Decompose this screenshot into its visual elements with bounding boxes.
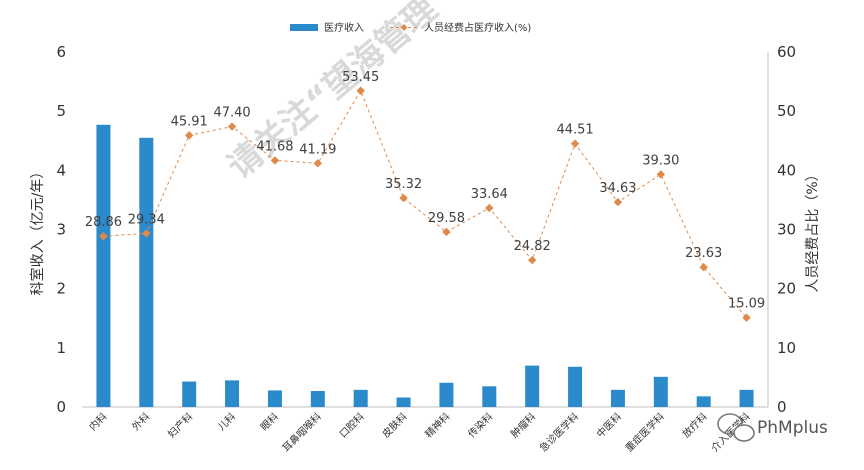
bar — [653, 376, 668, 407]
data-label: 29.34 — [128, 212, 165, 227]
data-label: 41.19 — [299, 142, 336, 157]
bar — [182, 381, 197, 407]
line-point — [184, 131, 194, 140]
x-tick-label: 肿瘤科 — [508, 410, 538, 440]
data-label: 34.63 — [599, 181, 636, 196]
bar — [610, 389, 625, 407]
y-tick-label: 4 — [56, 161, 66, 179]
x-tick-label: 中医科 — [594, 410, 624, 440]
data-label: 44.51 — [556, 123, 593, 138]
x-tick-label: 急诊医学科 — [537, 410, 582, 455]
y-tick-label: 1 — [56, 339, 66, 357]
data-label: 15.09 — [728, 297, 765, 312]
y-tick-label: 2 — [56, 280, 66, 298]
bar — [139, 137, 154, 407]
line-point — [227, 122, 237, 131]
x-tick-label: 耳鼻咽喉科 — [279, 410, 324, 455]
data-label: 24.82 — [514, 239, 551, 254]
data-label: 47.40 — [213, 106, 250, 121]
line-point — [485, 203, 494, 213]
x-tick-label: 外科 — [129, 410, 152, 433]
data-label: 41.68 — [256, 139, 293, 154]
line-point — [527, 255, 537, 265]
line-point — [656, 170, 666, 179]
line-point — [313, 159, 323, 168]
x-tick-label: 皮肤科 — [379, 410, 409, 440]
line-point — [399, 193, 408, 203]
data-label: 45.91 — [171, 114, 208, 129]
brand-name: PhMplus — [757, 418, 828, 438]
y2-tick-label: 30 — [777, 221, 796, 239]
line-point — [570, 139, 580, 148]
x-tick-label: 内科 — [86, 410, 109, 433]
bar — [439, 382, 454, 407]
x-tick-label: 眼科 — [258, 410, 281, 433]
wechat-icon — [717, 413, 755, 442]
data-label: 28.86 — [85, 215, 122, 230]
legend-line-label: 人员经费占医疗收入(%) — [424, 21, 531, 34]
x-tick-label: 精神科 — [422, 410, 452, 440]
bar — [696, 396, 711, 407]
line-point — [699, 262, 708, 272]
data-label: 39.30 — [642, 153, 679, 168]
line-point — [99, 232, 108, 241]
bar — [396, 397, 411, 407]
y-tick-label: 5 — [56, 102, 66, 120]
x-tick-label: 放疗科 — [679, 410, 709, 440]
line-point — [142, 229, 151, 238]
x-tick-label: 妇产科 — [165, 410, 195, 440]
y2-tick-label: 60 — [777, 43, 796, 61]
data-label: 35.32 — [385, 177, 422, 192]
legend-bar-swatch — [290, 24, 318, 31]
bar — [267, 390, 282, 407]
line-series-path — [103, 89, 747, 319]
bar — [353, 389, 368, 407]
bar — [310, 391, 325, 407]
line-point — [356, 86, 365, 95]
data-label: 23.63 — [685, 246, 722, 261]
line-point — [270, 156, 280, 165]
y-tick-label: 6 — [56, 43, 66, 61]
bar — [482, 386, 497, 407]
y2-tick-label: 40 — [777, 161, 796, 179]
bar — [739, 389, 754, 407]
x-tick-label: 传染科 — [465, 410, 495, 440]
y-axis-title: 科室收入（亿元/年） — [29, 165, 46, 296]
x-tick-label: 重症医学科 — [622, 410, 667, 455]
data-label: 53.45 — [342, 70, 379, 85]
y2-tick-label: 50 — [777, 102, 796, 120]
line-point — [613, 197, 623, 207]
y2-tick-label: 20 — [777, 280, 796, 298]
bar — [96, 124, 111, 408]
y2-tick-label: 10 — [777, 339, 796, 357]
y2-axis-title: 人员经费占比（%） — [805, 167, 821, 292]
bar — [525, 365, 540, 407]
y-tick-label: 3 — [56, 221, 66, 239]
data-label: 33.64 — [471, 187, 508, 202]
bar — [225, 380, 240, 407]
line-point — [742, 313, 751, 322]
x-tick-label: 口腔科 — [336, 410, 366, 440]
data-label: 29.58 — [428, 211, 465, 226]
y-tick-label: 0 — [56, 398, 66, 416]
x-tick-label: 儿科 — [215, 410, 238, 433]
line-point — [442, 227, 451, 237]
y2-tick-label: 0 — [777, 398, 787, 416]
legend-bar-label: 医疗收入 — [324, 21, 364, 34]
bar — [568, 366, 583, 407]
legend-line-marker — [400, 24, 408, 31]
